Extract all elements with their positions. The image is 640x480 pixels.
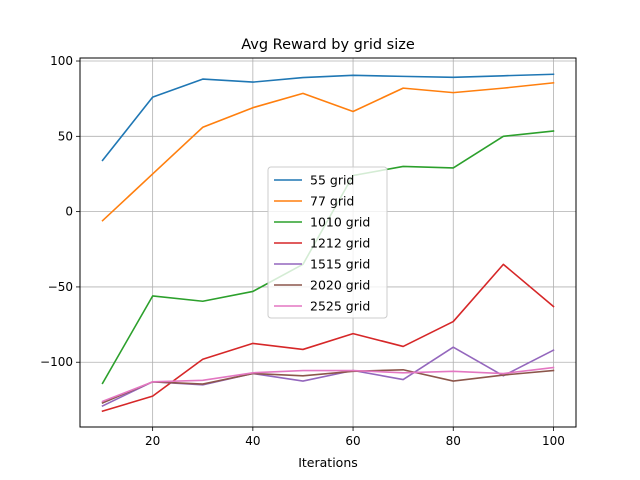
- y-tick-label: 100: [50, 54, 73, 68]
- x-tick-label: 100: [542, 434, 565, 448]
- legend-entry: 1010 grid: [310, 215, 370, 230]
- series-line-6: [101, 368, 555, 404]
- x-tick-label: 60: [345, 434, 360, 448]
- series-line-2: [101, 81, 555, 222]
- y-tick-label: 0: [65, 205, 73, 219]
- chart-title: Avg Reward by grid size: [241, 37, 415, 53]
- series-line-1: [101, 73, 555, 162]
- axis-ticks: 20 40 60 80 100 −100 −50 0 50 100: [40, 54, 565, 448]
- legend-entry: 77 grid: [310, 194, 354, 209]
- legend-box: [267, 166, 388, 319]
- y-tick-label: 50: [58, 129, 73, 143]
- x-tick-label: 20: [145, 434, 160, 448]
- x-axis-label: Iterations: [298, 455, 358, 470]
- legend: 55 grid 77 grid 1010 grid 1212 grid 1515 gri…: [267, 166, 388, 319]
- y-tick-label: −50: [48, 280, 73, 294]
- y-tick-label: −100: [40, 355, 73, 369]
- legend-entry: 1212 grid: [310, 236, 370, 251]
- legend-entry: 1515 grid: [310, 257, 370, 272]
- x-tick-label: 80: [446, 434, 461, 448]
- legend-entry: 55 grid: [310, 173, 354, 188]
- series-line-4: [101, 263, 555, 413]
- series-line-7: [101, 366, 555, 403]
- plot-frame: [79, 57, 577, 428]
- legend-entry: 2020 grid: [310, 278, 370, 293]
- x-tick-label: 40: [245, 434, 260, 448]
- legend-entry: 2525 grid: [310, 299, 370, 314]
